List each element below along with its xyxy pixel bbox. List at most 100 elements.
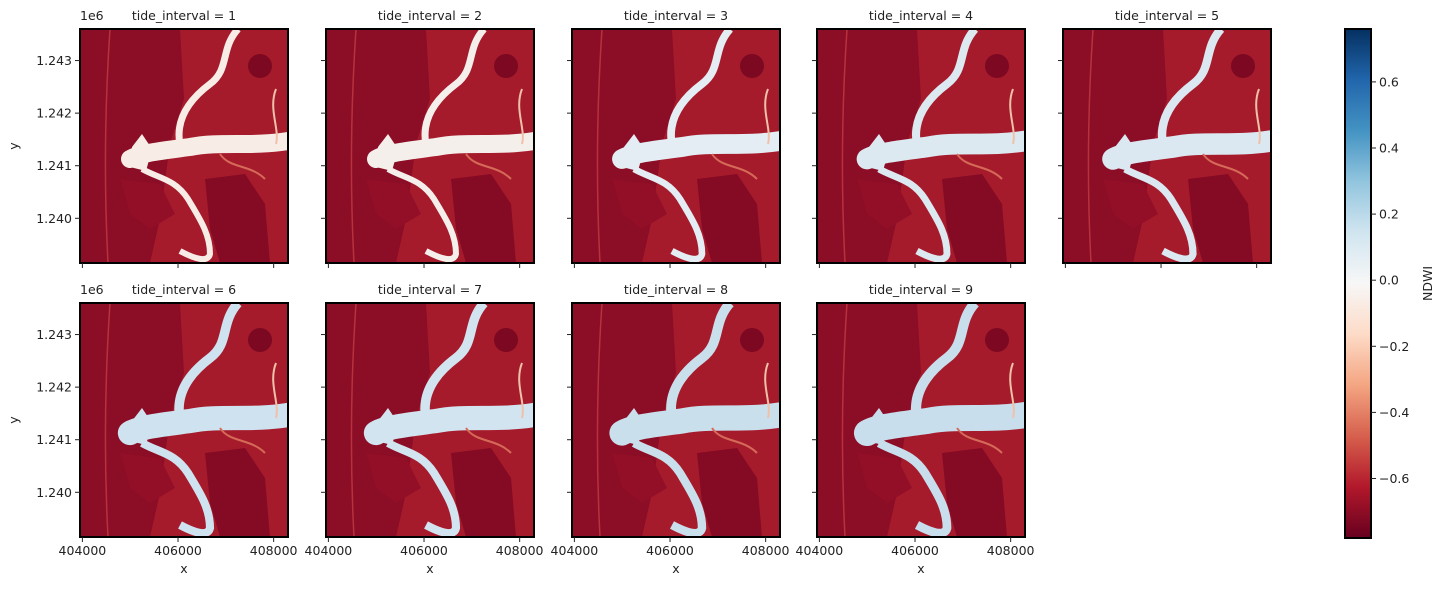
colorbar-gradient — [1344, 28, 1372, 539]
x-tick-label: 404000 — [551, 543, 599, 558]
creek — [518, 88, 524, 145]
dark-land-area — [857, 179, 912, 229]
x-tick-label: 406000 — [154, 543, 202, 558]
creek — [465, 153, 512, 180]
pond — [494, 54, 518, 78]
colorbar-tick-label: −0.2 — [1379, 339, 1409, 354]
dark-land-area — [120, 179, 175, 229]
y-offset-label: 1e6 — [80, 8, 104, 23]
road-line — [350, 303, 357, 537]
panel-frame — [1062, 28, 1272, 264]
x-tick-label: 408000 — [250, 543, 298, 558]
x-tick-label: 408000 — [987, 543, 1035, 558]
ndwi-raster — [326, 29, 534, 263]
dark-land-area — [120, 453, 175, 503]
y-tick-label: 1.240 — [36, 485, 72, 500]
road-line — [841, 303, 848, 537]
facet-panel: tide_interval = 8 404000 406000 408000 x — [551, 282, 790, 576]
north-channel — [175, 29, 241, 146]
creek — [1009, 88, 1015, 145]
pond — [494, 328, 518, 352]
panel-frame — [325, 302, 535, 538]
colorbar: −0.6 −0.4 −0.2 0.0 0.2 0.4 0.6 NDWI — [1344, 28, 1435, 539]
facet-panel: tide_interval = 1 1.240 1.241 1.242 1.243 1e6… — [6, 8, 289, 268]
creek — [518, 362, 524, 419]
panel-title: tide_interval = 5 — [1115, 8, 1219, 23]
south-channel — [1123, 165, 1197, 263]
x-tick-label: 404000 — [59, 543, 107, 558]
creek — [272, 362, 278, 419]
channel-mouth — [130, 408, 152, 445]
creek — [711, 427, 758, 454]
dark-land-area — [205, 448, 270, 537]
channel-mouth — [622, 134, 644, 171]
south-channel — [632, 166, 706, 263]
y-tick-label: 1.241 — [36, 158, 72, 173]
ndwi-raster — [80, 303, 288, 537]
panel-frame — [79, 28, 289, 264]
x-axis-label: x — [672, 561, 679, 576]
x-tick-label: 406000 — [400, 543, 448, 558]
panel-frame — [816, 302, 1026, 538]
creek — [764, 88, 770, 145]
colorbar-tick-label: 0.2 — [1379, 207, 1399, 222]
y-axis-label: y — [6, 416, 21, 424]
creek — [956, 427, 1003, 454]
ndwi-raster — [326, 303, 534, 537]
creek — [956, 153, 1003, 180]
dark-land-area — [366, 179, 421, 229]
y-tick-label: 1.240 — [36, 211, 72, 226]
north-channel — [912, 29, 979, 146]
panel-frame — [571, 28, 781, 264]
facet-panel: tide_interval = 4 — [812, 8, 1026, 268]
panel-title: tide_interval = 1 — [132, 8, 236, 23]
north-channel — [421, 29, 487, 146]
dark-land-area — [1188, 174, 1253, 263]
north-channel — [667, 29, 734, 146]
y-axis-label: y — [6, 142, 21, 150]
pond — [1231, 54, 1255, 78]
dark-land-area — [612, 453, 667, 503]
channel-mouth — [1113, 134, 1135, 171]
dark-land-area — [451, 448, 516, 537]
creek — [465, 427, 512, 454]
channel-mouth — [376, 134, 398, 171]
pond — [985, 54, 1009, 78]
road-line — [596, 29, 603, 263]
dark-land-area — [205, 174, 270, 263]
facet-panel: tide_interval = 9 404000 406000 408000 x — [796, 282, 1035, 576]
x-tick-label: 408000 — [742, 543, 790, 558]
channel-mouth — [622, 408, 644, 445]
panel-frame — [571, 302, 781, 538]
facet-panel: tide_interval = 5 — [1058, 8, 1272, 268]
north-channel — [1157, 29, 1225, 146]
dark-land-area — [942, 174, 1007, 263]
ndwi-raster — [817, 303, 1025, 537]
creek — [1202, 153, 1249, 180]
colorbar-tick-label: 0.6 — [1379, 74, 1399, 89]
road-line — [104, 29, 111, 263]
dark-land-area — [942, 448, 1007, 537]
panel-title: tide_interval = 3 — [624, 8, 728, 23]
south-channel — [386, 166, 460, 263]
x-tick-label: 404000 — [305, 543, 353, 558]
south-channel — [631, 439, 707, 537]
creek — [1255, 88, 1261, 145]
x-tick-label: 404000 — [796, 543, 844, 558]
dark-land-area — [857, 453, 912, 503]
facet-panel: tide_interval = 2 — [321, 8, 535, 268]
ndwi-raster — [572, 29, 780, 263]
south-channel — [140, 166, 214, 263]
road-line — [350, 29, 357, 263]
panel-title: tide_interval = 4 — [869, 8, 973, 23]
dark-land-area — [451, 174, 516, 263]
y-tick-label: 1.243 — [36, 53, 72, 68]
panel-title: tide_interval = 2 — [378, 8, 482, 23]
dark-land-area — [1103, 179, 1158, 229]
dark-land-area — [697, 448, 762, 537]
channel-mouth — [130, 134, 152, 171]
y-offset-label: 1e6 — [80, 282, 104, 297]
pond — [740, 54, 764, 78]
x-tick-label: 406000 — [646, 543, 694, 558]
